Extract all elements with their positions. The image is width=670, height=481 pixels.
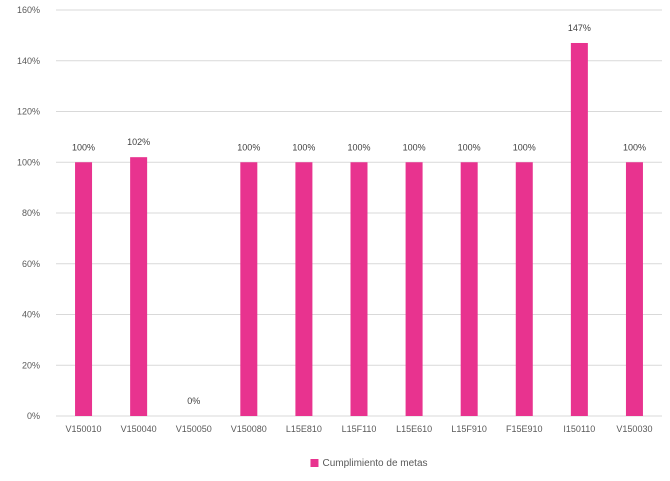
bar bbox=[460, 162, 478, 416]
y-tick-label: 80% bbox=[22, 208, 40, 218]
y-tick-label: 100% bbox=[17, 157, 40, 167]
data-label: 100% bbox=[292, 142, 315, 152]
data-label: 100% bbox=[403, 142, 426, 152]
bar bbox=[75, 162, 93, 416]
data-label: 100% bbox=[458, 142, 481, 152]
bar bbox=[625, 162, 643, 416]
data-label: 100% bbox=[237, 142, 260, 152]
legend-label: Cumplimiento de metas bbox=[322, 458, 427, 469]
x-tick-label: V150050 bbox=[176, 424, 212, 434]
bar bbox=[405, 162, 423, 416]
bar bbox=[295, 162, 313, 416]
x-tick-label: F15E910 bbox=[506, 424, 543, 434]
y-tick-label: 20% bbox=[22, 360, 40, 370]
x-tick-label: V150080 bbox=[231, 424, 267, 434]
x-tick-label: L15E810 bbox=[286, 424, 322, 434]
x-tick-label: V150030 bbox=[616, 424, 652, 434]
x-axis-ticks: V150010 V150040 V150050 V150080 L15E810 L15F1… bbox=[66, 424, 653, 434]
data-label: 100% bbox=[72, 142, 95, 152]
y-tick-label: 120% bbox=[17, 107, 40, 117]
x-tick-label: L15F110 bbox=[342, 424, 377, 434]
data-label: 102% bbox=[127, 137, 150, 147]
y-tick-label: 160% bbox=[17, 5, 40, 15]
data-label: 100% bbox=[623, 142, 646, 152]
bar bbox=[240, 162, 258, 416]
x-tick-label: L15E610 bbox=[396, 424, 432, 434]
x-tick-label: V150040 bbox=[121, 424, 157, 434]
legend: Cumplimiento de metas bbox=[310, 458, 428, 469]
y-tick-label: 40% bbox=[22, 310, 40, 320]
y-tick-label: 140% bbox=[17, 56, 40, 66]
y-tick-label: 0% bbox=[27, 411, 40, 421]
data-label: 147% bbox=[568, 23, 591, 33]
y-axis-ticks: 0% 20% 40% 60% 80% 100% 120% 140% 160% bbox=[17, 5, 40, 421]
y-tick-label: 60% bbox=[22, 259, 40, 269]
x-tick-label: V150010 bbox=[66, 424, 102, 434]
bar bbox=[515, 162, 533, 416]
bar bbox=[570, 42, 588, 417]
data-label: 100% bbox=[513, 142, 536, 152]
bar bbox=[130, 157, 148, 417]
legend-swatch bbox=[310, 459, 319, 467]
data-label: 100% bbox=[347, 142, 370, 152]
data-label: 0% bbox=[187, 396, 200, 406]
x-tick-label: L15F910 bbox=[451, 424, 487, 434]
bar bbox=[350, 162, 368, 416]
data-labels: 100% 102% 0% 100% 100% 100% 100% 100% 100% 147% 10… bbox=[72, 23, 646, 406]
bars bbox=[75, 42, 643, 417]
x-tick-label: I150110 bbox=[563, 424, 595, 434]
